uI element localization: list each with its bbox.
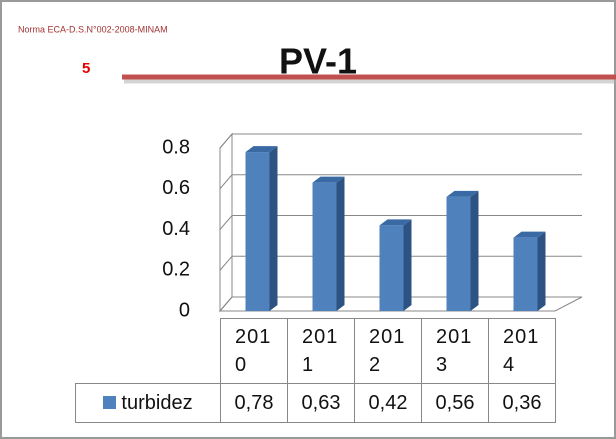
y-tick-label: 0.2 [162,259,190,281]
value-cell: 0,36 [488,383,556,423]
bar-front [379,225,404,311]
category-cell: 2012 [354,318,422,384]
bar-side [537,231,546,311]
grid-line [219,174,582,190]
bar-front [245,152,270,311]
legend-swatch [103,395,117,409]
y-tick-label: 0 [179,299,190,321]
bar-side [336,176,345,311]
bar [245,146,278,311]
bar-top [513,231,546,238]
grid-line [219,133,582,149]
y-tick-label: 0.8 [162,136,190,158]
blank [75,318,221,384]
bar-top [245,146,278,153]
category-cell: 2010 [220,318,288,384]
bar-top [379,219,412,226]
value-cell: 0,63 [287,383,355,423]
category-cell: 2011 [287,318,355,384]
note: Norma ECA-D.S.N°002-2008-MINAM [18,24,168,34]
bar [379,219,412,311]
legend-label: turbidez [121,391,193,414]
bar-side [403,219,412,311]
legend-entry: turbidez [75,383,221,423]
category-label: 2013 [436,326,473,376]
bar-top [312,176,345,183]
category-label: 2012 [369,326,406,376]
page-number: 5 [82,60,90,77]
bar-side [470,190,479,311]
category-cell: 2013 [421,318,489,384]
category-label: 2014 [503,326,540,376]
value-cell: 0,42 [354,383,422,423]
bar [312,176,345,311]
chart-title: PV-1 [279,41,357,82]
y-tick-label: 0.6 [162,177,190,199]
category-cell: 2014 [488,318,556,384]
category-label: 2010 [235,326,272,376]
bar-side [269,146,278,311]
bar-front [312,182,337,311]
bar [446,190,479,311]
bar-top [446,190,479,197]
data-table: 2010 2011 2012 2013 2014 turbidez 0,78 0,63 0,4… [75,318,556,423]
category-label: 2011 [302,326,339,376]
bar-front [446,196,471,311]
bar [513,231,546,311]
value-cell: 0,78 [220,383,288,423]
y-tick-label: 0.4 [162,218,190,240]
value-cell: 0,56 [421,383,489,423]
bar-front [513,237,538,311]
